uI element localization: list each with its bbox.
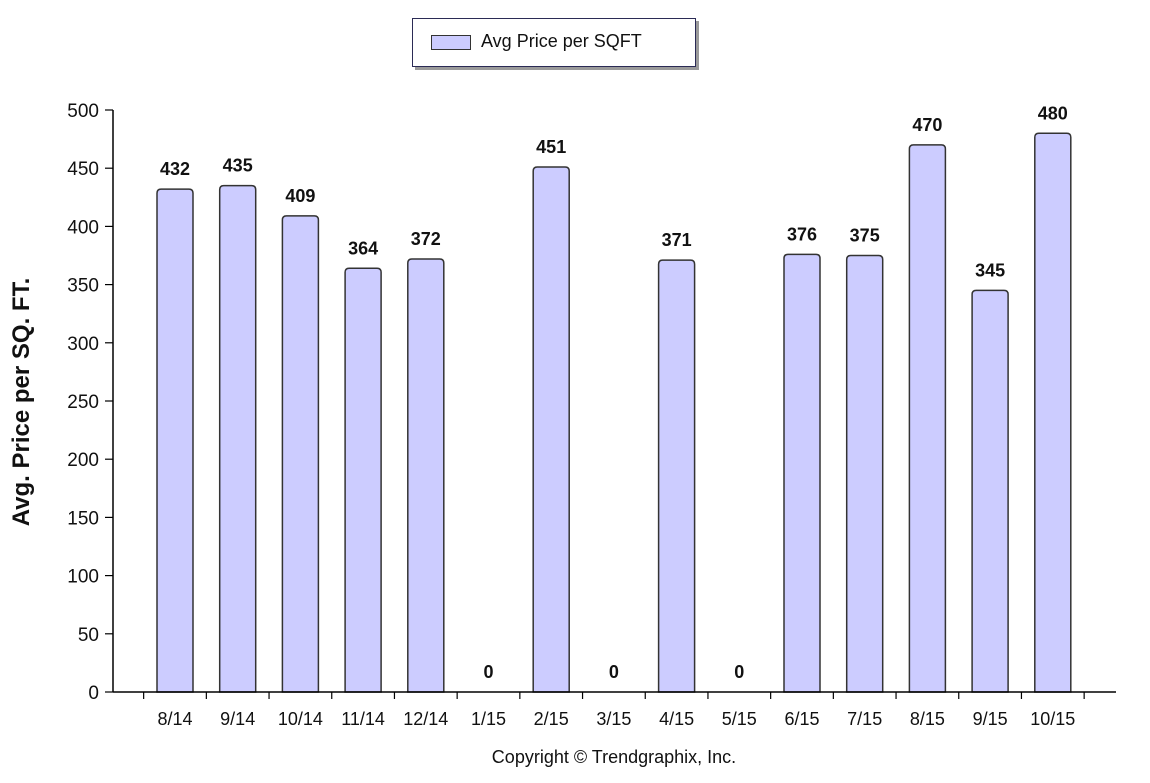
x-tick-label: 4/15 (659, 709, 694, 729)
data-label: 435 (223, 156, 253, 176)
legend: Avg Price per SQFT (412, 18, 696, 67)
bar (908, 144, 947, 693)
x-tick-label: 2/15 (534, 709, 569, 729)
y-tick-label: 100 (67, 567, 99, 588)
legend-label: Avg Price per SQFT (481, 31, 642, 51)
data-label: 364 (348, 238, 378, 258)
x-tick-label: 9/15 (973, 709, 1008, 729)
y-axis: 0 50 100 150 200 250 300 350 400 450 500 (67, 101, 114, 704)
x-tick-label: 1/15 (471, 709, 506, 729)
x-axis: 8/14 9/14 10/14 11/14 12/14 1/15 2/15 3/15 4/15 5… (113, 691, 1116, 729)
x-tick-label: 11/14 (341, 709, 385, 729)
data-label: 0 (609, 662, 619, 682)
y-tick-label: 150 (67, 508, 99, 529)
y-tick-label: 450 (67, 159, 99, 180)
data-label: 345 (975, 260, 1005, 280)
y-tick-label: 500 (67, 101, 99, 122)
value-labels-group: 432 435 409 364 372 0 451 0 371 0 376 375 470 345 480 (160, 103, 1068, 682)
y-tick-label: 0 (88, 683, 99, 704)
x-tick-label: 8/14 (157, 709, 192, 729)
bar (845, 254, 884, 693)
bars-group (156, 132, 1072, 693)
x-tick-label: 10/14 (278, 709, 323, 729)
bar (971, 289, 1009, 693)
y-tick-label: 350 (67, 276, 99, 297)
data-label: 0 (734, 662, 744, 682)
data-label: 375 (850, 226, 880, 246)
data-label: 376 (787, 224, 817, 244)
bar (407, 258, 445, 693)
y-tick-label: 300 (67, 334, 99, 355)
x-tick-label: 12/14 (403, 709, 448, 729)
x-tick-label: 7/15 (847, 709, 882, 729)
x-tick-label: 5/15 (722, 709, 757, 729)
y-tick-label: 400 (67, 217, 99, 238)
data-label: 480 (1038, 103, 1068, 123)
x-tick-label: 8/15 (910, 709, 945, 729)
y-tick-label: 50 (78, 625, 99, 646)
data-label: 409 (285, 186, 315, 206)
y-tick-label: 200 (67, 450, 99, 471)
data-label: 371 (662, 230, 692, 250)
bar (532, 166, 570, 693)
bar (344, 267, 382, 693)
x-tick-label: 6/15 (784, 709, 819, 729)
bar (657, 259, 696, 693)
bar (1034, 132, 1072, 693)
y-tick-label: 250 (67, 392, 99, 413)
bar (783, 253, 821, 693)
copyright-text: Copyright © Trendgraphix, Inc. (491, 747, 737, 767)
data-label: 470 (912, 115, 942, 135)
data-label: 451 (536, 137, 566, 157)
data-label: 372 (411, 229, 441, 249)
x-tick-label: 3/15 (596, 709, 631, 729)
bar (218, 184, 257, 693)
y-axis-title: Avg. Price per SQ. FT. (8, 277, 35, 527)
data-label: 0 (483, 662, 493, 682)
bar (156, 188, 194, 693)
data-label: 432 (160, 159, 190, 179)
bar (281, 215, 320, 693)
x-tick-label: 9/14 (220, 709, 255, 729)
legend-swatch (431, 35, 471, 50)
x-tick-label: 10/15 (1030, 709, 1075, 729)
